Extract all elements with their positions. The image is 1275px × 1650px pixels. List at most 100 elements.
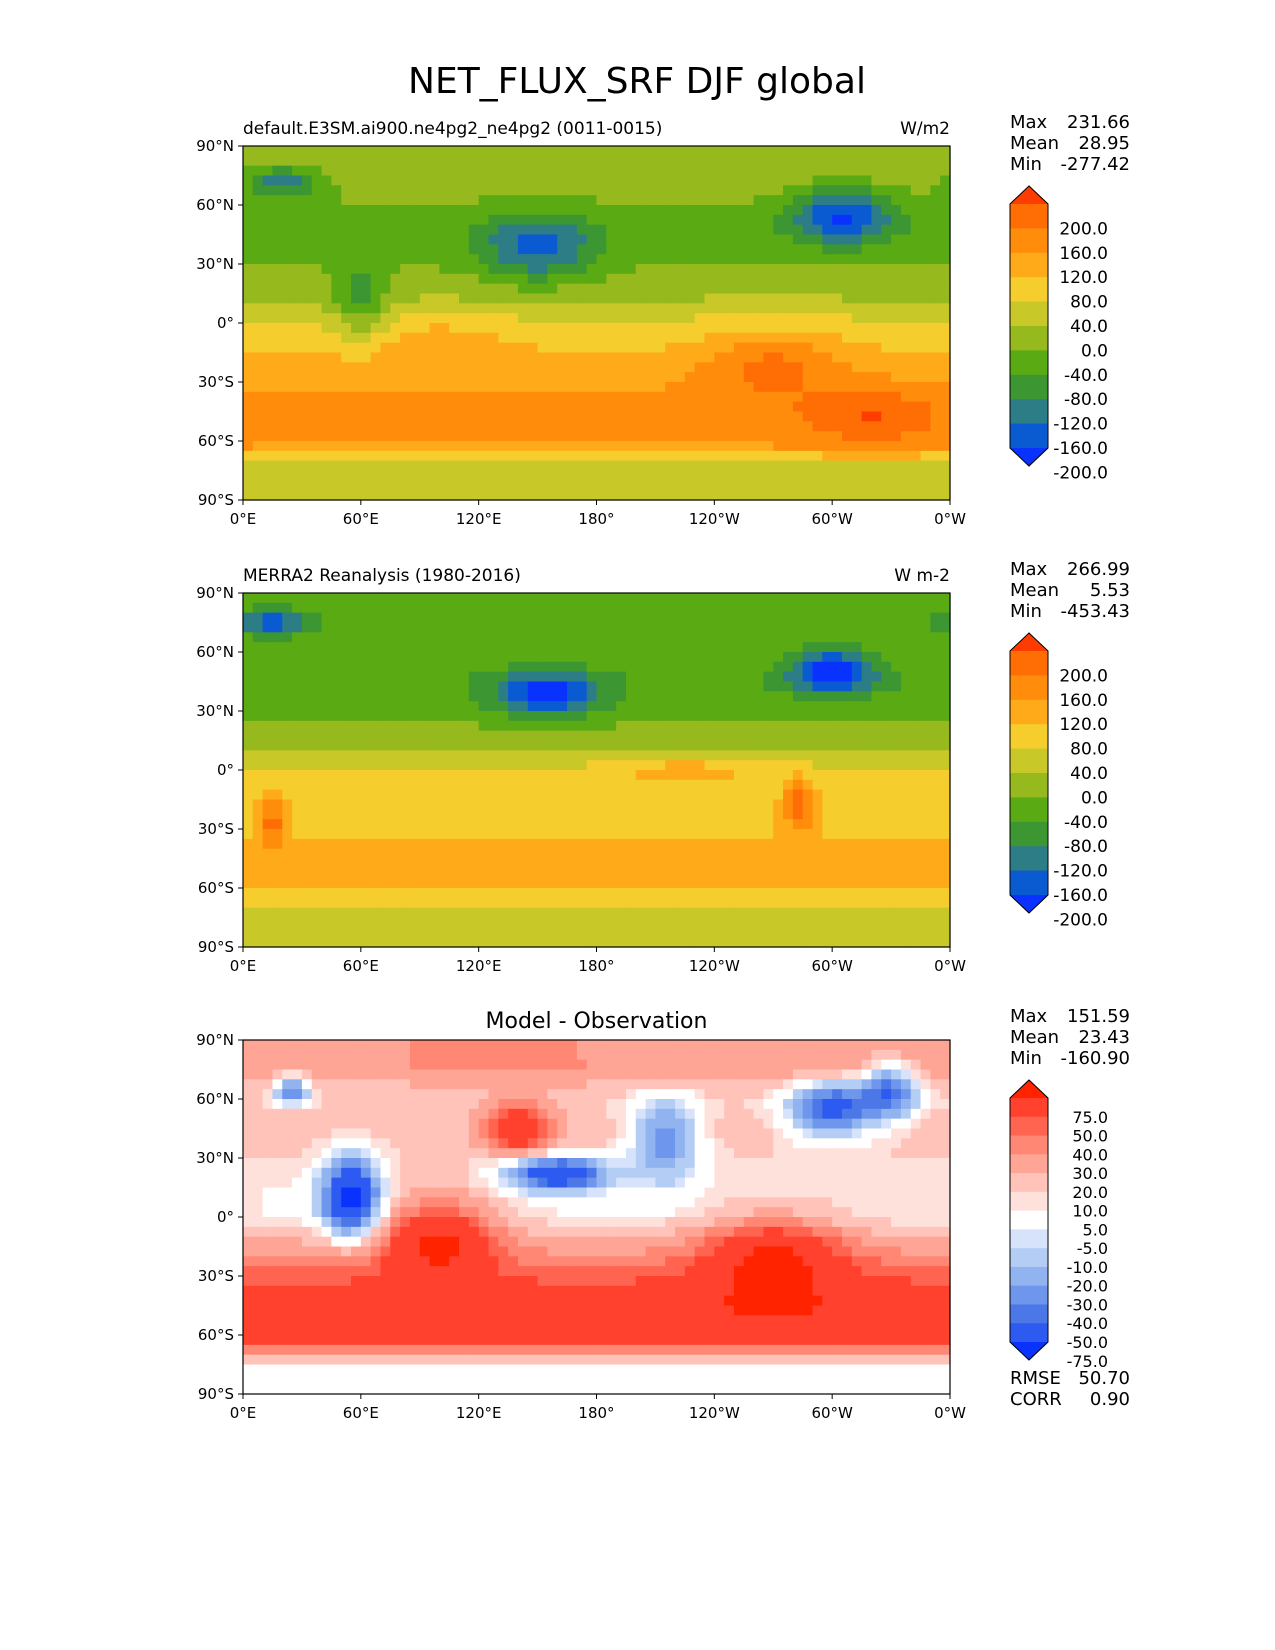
field-cell (557, 382, 568, 393)
field-cell (655, 155, 666, 167)
field-cell (459, 441, 470, 452)
field-cell (783, 750, 794, 761)
field-cell (262, 691, 274, 702)
field-cell (792, 470, 804, 481)
field-cell (940, 829, 951, 840)
field-cell (390, 342, 401, 354)
field-cell (351, 372, 362, 383)
field-cell (400, 195, 411, 206)
field-cell (655, 382, 666, 393)
field-cell (724, 450, 735, 462)
field-cell (635, 671, 647, 683)
field-cell (292, 799, 303, 810)
field-cell (488, 185, 499, 196)
field-cell (881, 490, 892, 501)
field-cell (930, 897, 941, 909)
field-cell (567, 691, 578, 702)
field-cell (930, 431, 941, 442)
field-cell (449, 730, 460, 742)
field-cell (694, 730, 706, 742)
field-cell (567, 332, 578, 344)
field-cell (567, 224, 578, 236)
field-cell (370, 878, 382, 889)
field-cell (331, 642, 342, 653)
field-cell (301, 323, 313, 334)
field-cell (694, 205, 706, 216)
field-cell (783, 224, 794, 236)
field-cell (851, 185, 863, 196)
field-cell (773, 622, 784, 633)
field-cell (743, 622, 755, 633)
field-cell (243, 293, 254, 304)
field-cell (822, 730, 833, 742)
field-cell (783, 838, 794, 850)
field-cell (390, 441, 401, 452)
field-cell (292, 352, 303, 363)
field-cell (881, 602, 892, 614)
field-cell (292, 401, 303, 413)
field-cell (478, 809, 490, 820)
field-cell (891, 441, 902, 452)
field-cell (341, 165, 352, 177)
field-cell (390, 829, 401, 840)
field-cell (920, 480, 931, 491)
field-cell (537, 681, 548, 692)
field-cell (822, 244, 833, 255)
field-cell (262, 671, 274, 683)
field-cell (301, 362, 313, 373)
field-cell (832, 382, 843, 393)
field-cell (498, 303, 509, 314)
field-cell (684, 642, 696, 653)
field-cell (586, 352, 598, 363)
field-cell (792, 352, 804, 363)
field-cell (488, 819, 499, 830)
field-cell (625, 342, 637, 354)
field-cell (684, 632, 696, 643)
field-cell (311, 632, 323, 643)
field-cell (596, 858, 607, 869)
field-cell (547, 897, 558, 909)
field-cell (360, 888, 372, 899)
field-cell (606, 878, 617, 889)
field-cell (468, 421, 480, 432)
field-cell (351, 671, 362, 683)
field-cell (724, 779, 735, 791)
field-cell (773, 632, 784, 643)
field-cell (557, 829, 568, 840)
field-cell (802, 411, 814, 422)
field-cell (321, 195, 332, 206)
field-cell (684, 185, 696, 196)
field-cell (665, 293, 676, 304)
field-cell (606, 372, 617, 383)
field-cell (498, 661, 509, 673)
field-cell (851, 382, 863, 393)
field-cell (616, 372, 627, 383)
field-cell (724, 701, 735, 712)
field-cell (252, 244, 264, 255)
field-cell (478, 622, 490, 633)
field-cell (596, 205, 607, 216)
field-cell (900, 671, 912, 683)
field-cell (567, 593, 578, 604)
field-cell (802, 848, 814, 860)
field-cell (684, 382, 696, 393)
field-cell (429, 720, 440, 732)
field-cell (292, 165, 303, 177)
field-cell (419, 214, 431, 226)
field-cell (832, 450, 843, 462)
field-cell (370, 382, 382, 393)
field-cell (753, 770, 765, 781)
field-cell (292, 730, 303, 742)
field-cell (891, 642, 902, 653)
field-cell (557, 450, 568, 462)
field-cell (684, 868, 696, 879)
field-cell (645, 888, 657, 899)
field-cell (409, 789, 421, 801)
field-cell (635, 323, 647, 334)
field-cell (380, 602, 391, 614)
field-cell (468, 264, 480, 275)
field-cell (763, 234, 774, 245)
field-cell (645, 691, 657, 702)
field-cell (930, 480, 941, 491)
field-cell (733, 671, 745, 683)
